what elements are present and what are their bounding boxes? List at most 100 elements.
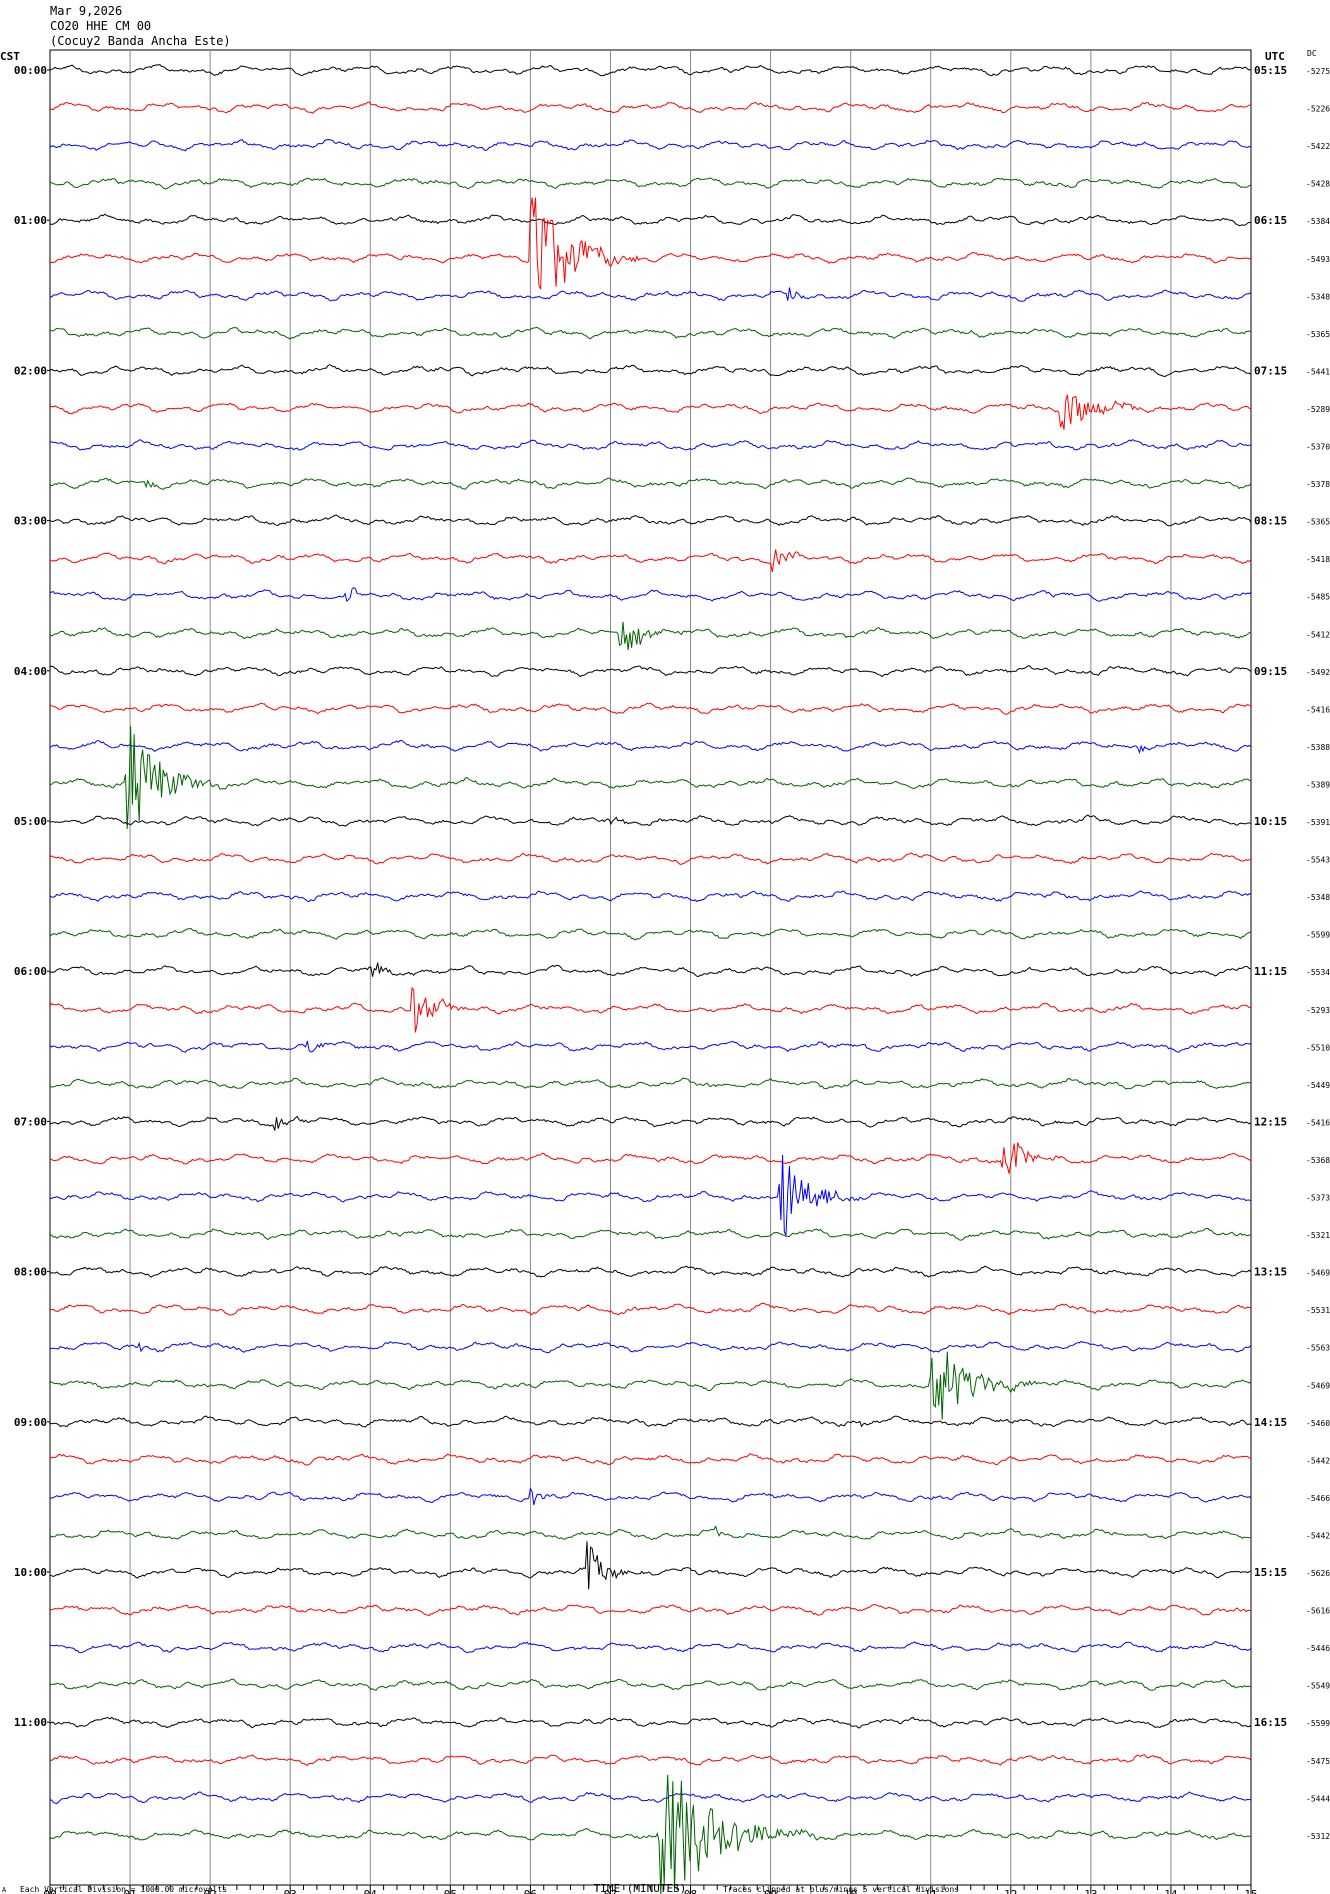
dc-offset-label: -5531	[1306, 1306, 1330, 1315]
dc-offset-label: -5389	[1306, 780, 1330, 789]
dc-offset-label: -5616	[1306, 1607, 1330, 1616]
seismic-trace-41	[49, 1604, 1252, 1617]
dc-offset-label: -5446	[1306, 1644, 1330, 1653]
right-time-label: 07:15	[1254, 364, 1287, 377]
right-time-label: 05:15	[1254, 64, 1287, 77]
seismic-trace-19	[49, 726, 1252, 829]
dc-header-label: DC	[1307, 49, 1317, 58]
dc-offset-label: -5416	[1306, 705, 1330, 714]
x-tick-label: 03	[284, 1888, 297, 1894]
x-tick-label: 15	[1244, 1888, 1257, 1894]
seismic-trace-0	[49, 64, 1252, 77]
x-tick-label: 13	[1084, 1888, 1097, 1894]
scale-note: Each Vertical Division = 1000.00 microvo…	[20, 1885, 227, 1894]
left-time-label: 05:00	[14, 815, 47, 828]
seismic-trace-29	[49, 1142, 1252, 1174]
dc-offset-label: -5444	[1306, 1794, 1330, 1803]
left-time-label: 07:00	[14, 1115, 47, 1128]
left-time-label: 08:00	[14, 1266, 47, 1279]
seismic-trace-23	[49, 927, 1252, 941]
seismic-trace-45	[49, 1754, 1252, 1767]
dc-offset-label: -5460	[1306, 1419, 1330, 1428]
right-zone-label: UTC	[1265, 50, 1285, 63]
seismic-trace-11	[49, 477, 1252, 490]
seismic-trace-22	[49, 890, 1252, 903]
seismic-trace-10	[49, 438, 1252, 451]
dc-offset-label: -5442	[1306, 1531, 1330, 1540]
x-tick-label: 14	[1164, 1888, 1178, 1894]
dc-offset-label: -5475	[1306, 1757, 1330, 1766]
seismic-trace-32	[49, 1265, 1252, 1278]
seismic-trace-38	[49, 1486, 1252, 1506]
left-zone-label: CST	[0, 50, 20, 63]
left-time-label: 01:00	[14, 214, 47, 227]
dc-offset-label: -5428	[1306, 180, 1330, 189]
date-label: Mar 9,2026	[50, 4, 123, 18]
dc-offset-label: -5492	[1306, 668, 1330, 677]
x-axis-title: TIME (MINUTES)	[594, 1882, 687, 1894]
seismic-trace-27	[49, 1077, 1252, 1090]
seismic-trace-47	[49, 1774, 1252, 1894]
dc-offset-label: -5543	[1306, 856, 1330, 865]
footer-mark: A	[2, 1886, 7, 1894]
seismic-trace-25	[49, 986, 1252, 1033]
dc-offset-label: -5441	[1306, 367, 1330, 376]
right-time-label: 16:15	[1254, 1716, 1287, 1729]
seismic-trace-35	[49, 1351, 1252, 1420]
x-tick-label: 05	[444, 1888, 457, 1894]
x-tick-label: 12	[1004, 1888, 1017, 1894]
seismic-trace-18	[49, 739, 1252, 755]
dc-offset-label: -5469	[1306, 1381, 1330, 1390]
right-time-label: 08:15	[1254, 515, 1287, 528]
dc-offset-label: -5275	[1306, 67, 1330, 76]
seismic-trace-26	[49, 1040, 1252, 1053]
seismic-trace-44	[49, 1716, 1252, 1729]
dc-offset-label: -5469	[1306, 1269, 1330, 1278]
right-time-label: 12:15	[1254, 1115, 1287, 1128]
seismic-trace-17	[49, 702, 1252, 715]
dc-offset-label: -5599	[1306, 931, 1330, 940]
dc-offset-label: -5418	[1306, 555, 1330, 564]
seismic-trace-3	[49, 177, 1252, 190]
site-label: (Cocuy2 Banda Ancha Este)	[50, 34, 231, 48]
clip-note: Traces clipped at plus/minus 5 vertical …	[723, 1885, 959, 1894]
seismic-trace-13	[49, 549, 1252, 573]
right-time-label: 10:15	[1254, 815, 1287, 828]
dc-offset-label: -5549	[1306, 1682, 1330, 1691]
left-time-label: 00:00	[14, 64, 47, 77]
dc-offset-label: -5365	[1306, 330, 1330, 339]
seismic-trace-43	[49, 1678, 1252, 1691]
dc-offset-label: -5348	[1306, 292, 1330, 301]
dc-offset-label: -5449	[1306, 1081, 1330, 1090]
left-time-label: 04:00	[14, 665, 47, 678]
x-tick-label: 04	[364, 1888, 378, 1894]
dc-offset-label: -5442	[1306, 1456, 1330, 1465]
seismic-trace-33	[49, 1302, 1252, 1316]
left-time-label: 02:00	[14, 364, 47, 377]
seismic-trace-28	[49, 1115, 1252, 1131]
x-tick-label: 07	[604, 1888, 617, 1894]
seismic-trace-39	[49, 1525, 1252, 1541]
seismic-trace-12	[49, 514, 1252, 527]
dc-offset-label: -5563	[1306, 1344, 1330, 1353]
dc-offset-label: -5384	[1306, 217, 1330, 226]
dc-offset-label: -5412	[1306, 630, 1330, 639]
left-time-label: 11:00	[14, 1716, 47, 1729]
x-tick-label: 10	[844, 1888, 857, 1894]
seismic-trace-24	[49, 962, 1252, 978]
dc-offset-label: -5368	[1306, 1156, 1330, 1165]
x-tick-label: 06	[524, 1888, 537, 1894]
right-time-label: 09:15	[1254, 665, 1287, 678]
dc-offset-label: -5388	[1306, 743, 1330, 752]
seismic-trace-31	[49, 1227, 1252, 1241]
dc-offset-label: -5416	[1306, 1118, 1330, 1127]
x-tick-label: 09	[764, 1888, 777, 1894]
dc-offset-label: -5493	[1306, 255, 1330, 264]
dc-offset-label: -5321	[1306, 1231, 1330, 1240]
dc-offset-label: -5365	[1306, 518, 1330, 527]
dc-offset-label: -5391	[1306, 818, 1330, 827]
x-tick-label: 11	[924, 1888, 937, 1894]
seismic-trace-42	[49, 1640, 1252, 1654]
left-time-label: 09:00	[14, 1416, 47, 1429]
dc-offset-label: -5485	[1306, 593, 1330, 602]
